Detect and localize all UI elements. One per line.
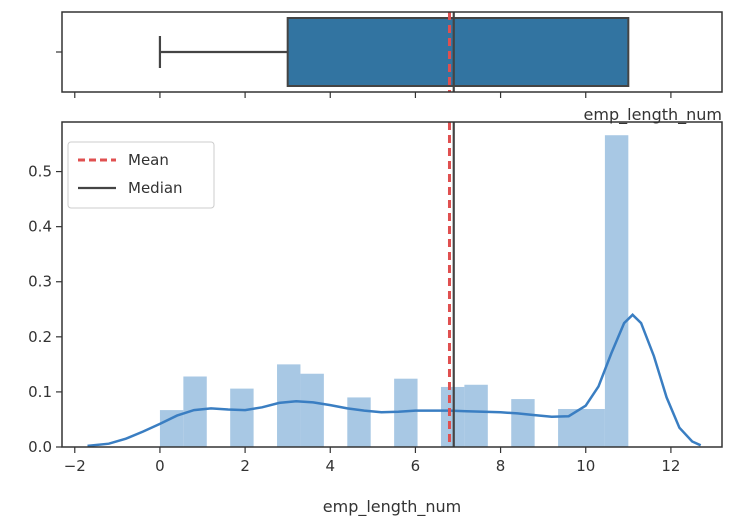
histogram-x-tick-label-6: 10 [576, 457, 595, 475]
histogram-y-tick-label-5: 0.5 [28, 163, 52, 181]
legend: Mean Median [67, 141, 215, 209]
histogram-bar-4 [300, 373, 324, 447]
histogram-bar-1 [183, 376, 207, 447]
histogram-x-tick-label-5: 8 [496, 457, 506, 475]
histogram-bars [159, 135, 629, 447]
boxplot-x-ticks [56, 51, 672, 98]
histogram-bar-11 [581, 408, 605, 447]
histogram-bar-2 [230, 388, 254, 447]
histogram-x-tick-label-7: 12 [661, 457, 680, 475]
histogram-panel: −2 0 2 4 6 8 10 12 0.0 0.1 0.2 0.3 0.4 0.5 emp_lengt… [28, 121, 723, 517]
histogram-bar-8 [464, 384, 488, 447]
histogram-bar-10 [558, 408, 582, 447]
histogram-frame [61, 121, 723, 448]
legend-mean-label: Mean [128, 151, 169, 169]
boxplot-marks [158, 12, 630, 92]
histogram-y-tick-label-2: 0.2 [28, 328, 52, 346]
legend-median-label: Median [128, 179, 183, 197]
boxplot-frame [61, 11, 723, 93]
kde-curve [87, 313, 702, 448]
boxplot-panel: emp_length_num [56, 11, 723, 125]
histogram-y-tick-label-4: 0.4 [28, 218, 52, 236]
histogram-x-tick-label-3: 4 [325, 457, 335, 475]
histogram-bar-9 [511, 399, 535, 447]
histogram-y-tick-label-3: 0.3 [28, 273, 52, 291]
histogram-x-tick-label-0: −2 [64, 457, 86, 475]
histogram-bar-5 [347, 397, 371, 447]
boxplot-x-label: emp_length_num [584, 105, 722, 125]
histogram-x-label: emp_length_num [323, 497, 461, 517]
histogram-bar-6 [394, 378, 418, 447]
histogram-x-tick-label-4: 6 [411, 457, 421, 475]
histogram-y-tick-label-1: 0.1 [28, 383, 52, 401]
histogram-x-tick-label-2: 2 [240, 457, 250, 475]
histogram-x-ticks: −2 0 2 4 6 8 10 12 [64, 447, 680, 475]
histogram-y-tick-label-0: 0.0 [28, 438, 52, 456]
histogram-y-ticks: 0.0 0.1 0.2 0.3 0.4 0.5 [28, 163, 62, 456]
histogram-bar-3 [277, 364, 301, 447]
histogram-x-tick-label-1: 0 [155, 457, 165, 475]
histogram-bar-12 [604, 135, 629, 447]
boxplot-box [286, 17, 630, 87]
histogram-bar-0 [159, 410, 184, 447]
